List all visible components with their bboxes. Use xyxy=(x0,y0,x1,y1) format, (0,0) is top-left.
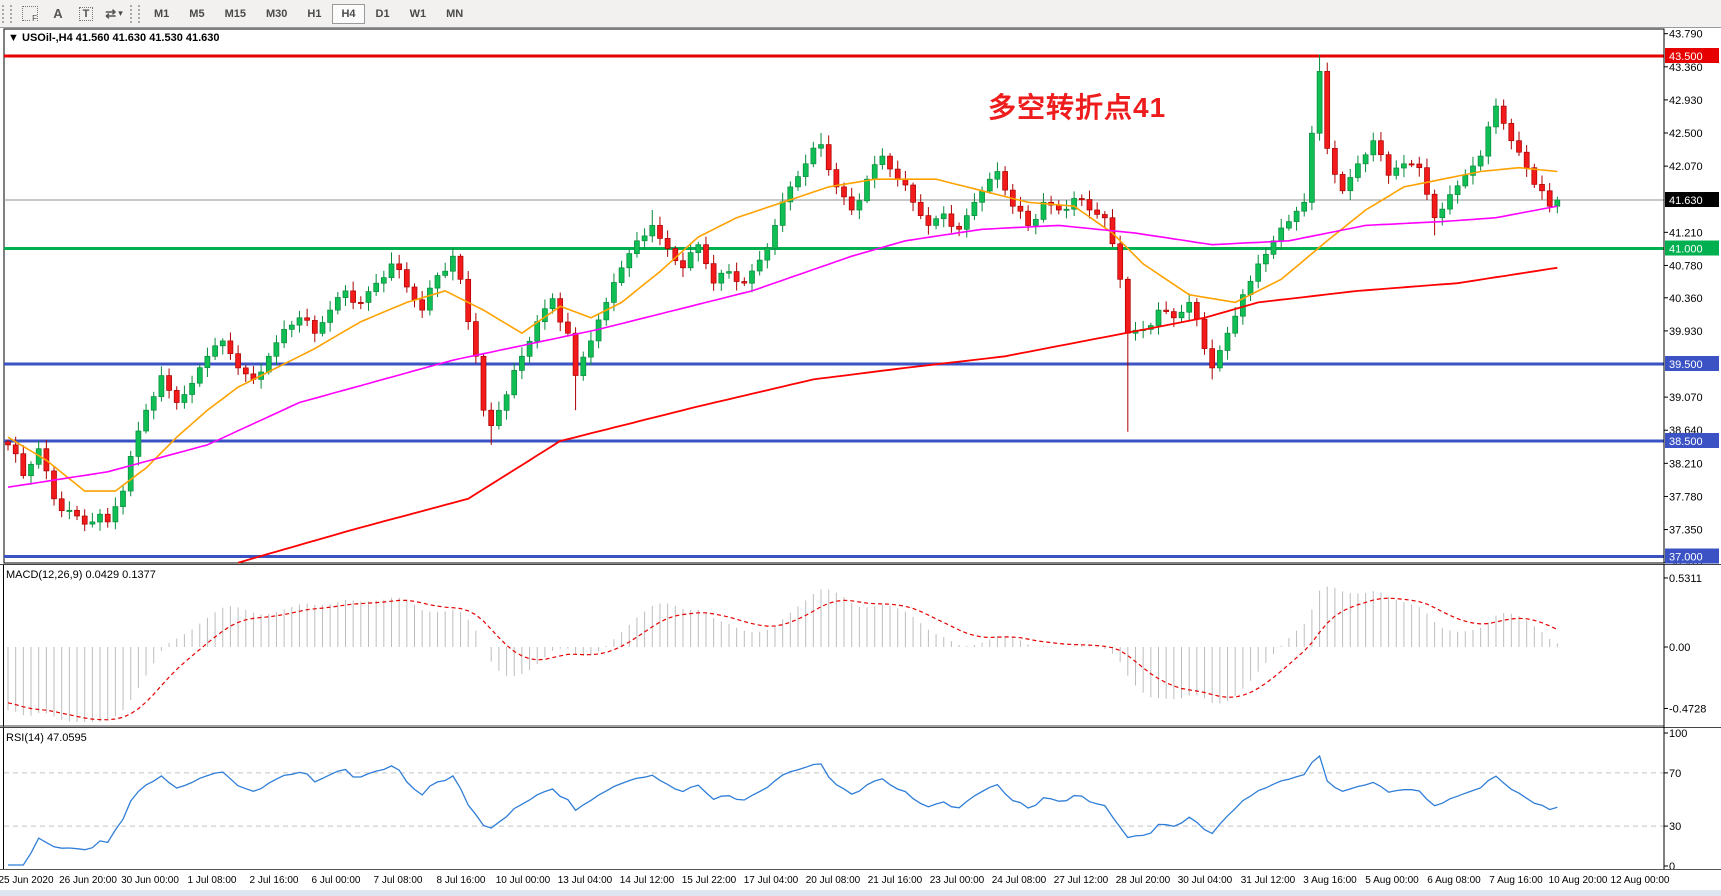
time-axis-label: 23 Jul 00:00 xyxy=(929,875,985,886)
time-axis-label: 15 Jul 22:00 xyxy=(681,875,737,886)
svg-text:38.500: 38.500 xyxy=(1669,436,1703,448)
svg-text:40.360: 40.360 xyxy=(1669,293,1703,305)
macd-panel[interactable]: 0.5311 0.00 -0.4728 MACD(12,26,9) 0.0429 0… xyxy=(0,564,1721,727)
time-axis-label: 13 Jul 04:00 xyxy=(557,875,613,886)
toolbar-drag-handle[interactable] xyxy=(2,4,12,23)
time-axis-label: 17 Jul 04:00 xyxy=(743,875,799,886)
svg-text:42.070: 42.070 xyxy=(1669,161,1703,173)
time-axis-label: 7 Jul 08:00 xyxy=(373,875,423,886)
chevron-down-icon: ▾ xyxy=(118,8,123,18)
svg-text:42.930: 42.930 xyxy=(1669,95,1703,107)
time-axis-label: 6 Aug 08:00 xyxy=(1427,875,1481,886)
svg-text:-0.4728: -0.4728 xyxy=(1669,703,1706,715)
rsi-label: RSI(14) 47.0595 xyxy=(6,732,87,744)
time-axis-label: 10 Jul 00:00 xyxy=(495,875,551,886)
time-axis-label: 27 Jul 12:00 xyxy=(1053,875,1109,886)
window-bottom-strip xyxy=(0,890,1721,896)
svg-text:0.5311: 0.5311 xyxy=(1669,573,1702,585)
timeframe-h1-button[interactable]: H1 xyxy=(307,7,322,20)
svg-text:38.210: 38.210 xyxy=(1669,458,1703,470)
svg-text:41.000: 41.000 xyxy=(1669,244,1703,256)
timeframe-h4-button[interactable]: H4 xyxy=(332,3,365,24)
time-axis-label: 20 Jul 08:00 xyxy=(805,875,861,886)
toolbar-group-separator xyxy=(130,4,140,23)
svg-text:43.790: 43.790 xyxy=(1669,29,1703,41)
annotation-text[interactable]: 多空转折点41 xyxy=(988,92,1167,123)
svg-text:41.630: 41.630 xyxy=(1669,195,1703,207)
candles xyxy=(5,54,1561,532)
top-toolbar: F A T ⇄ ▾ M1 M5 M15 M30 H1 H4 D1 W1 MN xyxy=(0,0,1721,28)
time-axis-label: 8 Jul 16:00 xyxy=(436,875,486,886)
time-axis-label: 21 Jul 16:00 xyxy=(867,875,923,886)
svg-text:30: 30 xyxy=(1669,821,1681,833)
time-axis-label: 1 Jul 08:00 xyxy=(187,875,237,886)
svg-text:41.210: 41.210 xyxy=(1669,227,1703,239)
macd-label: MACD(12,26,9) 0.0429 0.1377 xyxy=(6,569,156,581)
collapse-triangle-icon[interactable]: ▼ xyxy=(8,32,19,44)
timeframe-m5-button[interactable]: M5 xyxy=(189,7,205,20)
time-axis-label: 10 Aug 20:00 xyxy=(1548,875,1608,886)
svg-text:39.930: 39.930 xyxy=(1669,326,1703,338)
svg-text:0.00: 0.00 xyxy=(1669,642,1690,654)
macd-signal-line xyxy=(7,597,1558,721)
time-axis-label: 30 Jul 04:00 xyxy=(1177,875,1233,886)
time-axis-label: 14 Jul 12:00 xyxy=(619,875,675,886)
text-box-icon: T xyxy=(78,6,94,21)
time-axis-label: 24 Jul 08:00 xyxy=(991,875,1047,886)
rsi-panel[interactable]: 100 70 30 0 RSI(14) 47.0595 xyxy=(0,727,1721,869)
timeframe-mn-button[interactable]: MN xyxy=(446,7,464,20)
text-label-tool-icon[interactable]: T xyxy=(74,3,98,25)
time-axis-label: 31 Jul 12:00 xyxy=(1240,875,1296,886)
svg-text:70: 70 xyxy=(1669,768,1681,780)
ma-fast-orange xyxy=(7,166,1558,492)
chart-title: USOil-,H4 41.560 41.630 41.530 41.630 xyxy=(22,32,220,44)
time-axis-label: 5 Aug 00:00 xyxy=(1365,875,1419,886)
svg-text:42.500: 42.500 xyxy=(1669,128,1703,140)
timeframe-d1-button[interactable]: D1 xyxy=(375,7,390,20)
time-axis-label: 26 Jun 20:00 xyxy=(59,875,117,886)
timeframe-m30-button[interactable]: M30 xyxy=(265,7,288,20)
time-axis[interactable]: 25 Jun 2020 26 Jun 20:00 30 Jun 00:00 1 Jul… xyxy=(0,869,1721,891)
svg-text:40.780: 40.780 xyxy=(1669,260,1703,272)
time-axis-label: 2 Jul 16:00 xyxy=(249,875,299,886)
rsi-line xyxy=(8,754,1558,866)
ma-mid-magenta xyxy=(7,205,1558,488)
svg-text:100: 100 xyxy=(1669,728,1687,740)
svg-text:0: 0 xyxy=(1669,861,1675,869)
timeframe-w1-button[interactable]: W1 xyxy=(409,7,427,20)
timeframe-m1-button[interactable]: M1 xyxy=(154,7,170,20)
svg-text:37.350: 37.350 xyxy=(1669,525,1703,537)
time-axis-label: 28 Jul 20:00 xyxy=(1115,875,1171,886)
timeframe-m15-button[interactable]: M15 xyxy=(224,7,246,20)
time-axis-label: 3 Aug 16:00 xyxy=(1303,875,1357,886)
time-axis-label: 7 Aug 16:00 xyxy=(1489,875,1543,886)
time-axis-label: 25 Jun 2020 xyxy=(0,875,54,886)
font-tool-icon[interactable]: A xyxy=(53,6,63,21)
svg-text:43.360: 43.360 xyxy=(1669,62,1703,74)
grid-f-icon: F xyxy=(22,6,38,23)
ma-slow-red xyxy=(237,266,1558,564)
svg-text:37.000: 37.000 xyxy=(1669,552,1703,564)
time-axis-label: 30 Jun 00:00 xyxy=(121,875,179,886)
svg-text:37.780: 37.780 xyxy=(1669,491,1703,503)
svg-text:43.500: 43.500 xyxy=(1669,51,1703,63)
svg-text:39.070: 39.070 xyxy=(1669,392,1703,404)
time-axis-label: 12 Aug 00:00 xyxy=(1610,875,1670,886)
time-axis-label: 6 Jul 00:00 xyxy=(311,875,361,886)
cursor-mode-icon[interactable]: ⇄ ▾ xyxy=(102,3,126,25)
macd-histogram xyxy=(7,586,1558,722)
svg-text:39.500: 39.500 xyxy=(1669,359,1703,371)
price-chart-panel[interactable]: 43.790 43.360 42.930 42.500 42.070 41.210 40.7… xyxy=(0,28,1721,564)
swap-arrows-icon: ⇄ xyxy=(105,5,117,21)
chart-grid-icon[interactable]: F xyxy=(18,3,42,25)
